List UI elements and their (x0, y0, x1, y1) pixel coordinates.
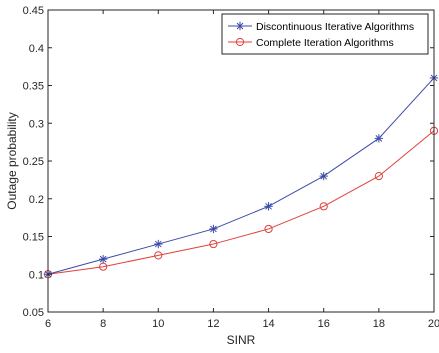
asterisk-marker (209, 224, 218, 234)
asterisk-marker (264, 202, 273, 211)
x-tick-label: 10 (152, 318, 164, 330)
circle-marker (374, 172, 383, 181)
x-axis-label: SINR (227, 333, 256, 347)
legend-label: Discontinuous Iterative Algorithms (256, 21, 414, 33)
asterisk-marker (319, 171, 328, 181)
legend-label: Complete Iteration Algorithms (256, 37, 394, 49)
y-tick-label: 0.1 (29, 269, 44, 281)
x-tick-label: 12 (207, 318, 219, 330)
asterisk-marker (235, 21, 245, 31)
legend-item: Discontinuous Iterative Algorithms (228, 21, 414, 33)
x-tick-label: 16 (318, 318, 330, 330)
plot-area (48, 10, 434, 312)
circle-marker (209, 239, 218, 249)
legend: Discontinuous Iterative Algorithms Comple… (221, 13, 429, 55)
y-tick-label: 0.15 (23, 232, 44, 244)
x-tick-label: 6 (45, 318, 51, 330)
y-tick-label: 0.4 (29, 43, 44, 55)
series-line (47, 130, 435, 275)
asterisk-marker (374, 134, 384, 143)
y-tick-label: 0.25 (23, 156, 44, 168)
x-tick-label: 14 (262, 318, 274, 330)
ticks-layer (47, 9, 435, 313)
y-tick-label: 0.45 (23, 5, 44, 17)
circle-marker (319, 202, 328, 211)
y-tick-label: 0.2 (29, 194, 44, 206)
x-tick-label: 20 (428, 318, 439, 330)
x-tick-label: 18 (373, 318, 385, 330)
legend-item: Complete Iteration Algorithms (228, 37, 394, 49)
y-tick-label: 0.05 (23, 307, 44, 319)
y-axis-label: Outage probability (5, 112, 19, 209)
y-tick-labels: 0.05 0.1 0.15 0.2 0.25 0.3 0.35 0.4 0.45 (23, 5, 44, 319)
legend-box (221, 13, 429, 55)
circle-marker (264, 224, 273, 234)
y-tick-label: 0.3 (29, 118, 44, 130)
x-tick-label: 8 (100, 318, 106, 330)
asterisk-marker (154, 239, 163, 249)
circle-marker (235, 37, 245, 47)
circle-marker (154, 251, 163, 260)
y-tick-label: 0.35 (23, 81, 44, 93)
x-tick-labels: 6 8 10 12 14 16 18 20 (45, 318, 439, 330)
series-line (47, 77, 435, 275)
asterisk-marker (98, 254, 108, 264)
